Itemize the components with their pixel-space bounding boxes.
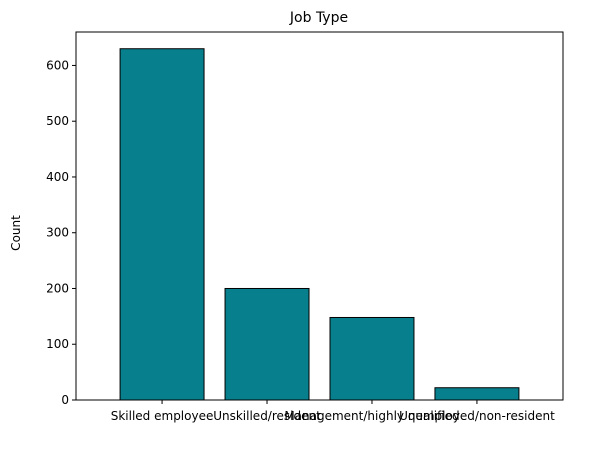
bar-unskilled-resident [224,287,310,401]
y-axis-ticks: 0 100 200 300 400 500 600 [46,58,76,407]
y-tick-label: 400 [46,170,69,184]
y-tick-label: 300 [46,226,69,240]
bar-unemployed-non-resident [434,387,520,401]
y-tick-label: 600 [46,58,69,72]
y-tick-label: 500 [46,114,69,128]
x-axis-ticks: Skilled employee Unskilled/residentManage… [111,400,555,423]
chart-title: Job Type [289,10,348,26]
y-tick-label: 0 [61,393,69,407]
x-tick-label: Management/highly qualified [284,409,459,423]
bar-management-highly-qualified [329,316,415,401]
plot-frame [75,31,564,401]
y-tick-label: 200 [46,281,69,295]
y-axis-title: Count [9,215,23,251]
bar-skilled-employee [119,48,205,401]
x-tick-label: Unskilled/resident [213,409,321,423]
x-tick-label: Skilled employee [111,409,214,423]
y-tick-label: 100 [46,337,69,351]
bars-group [119,48,520,401]
x-tick-label: Unemployed/non-resident [399,409,555,423]
